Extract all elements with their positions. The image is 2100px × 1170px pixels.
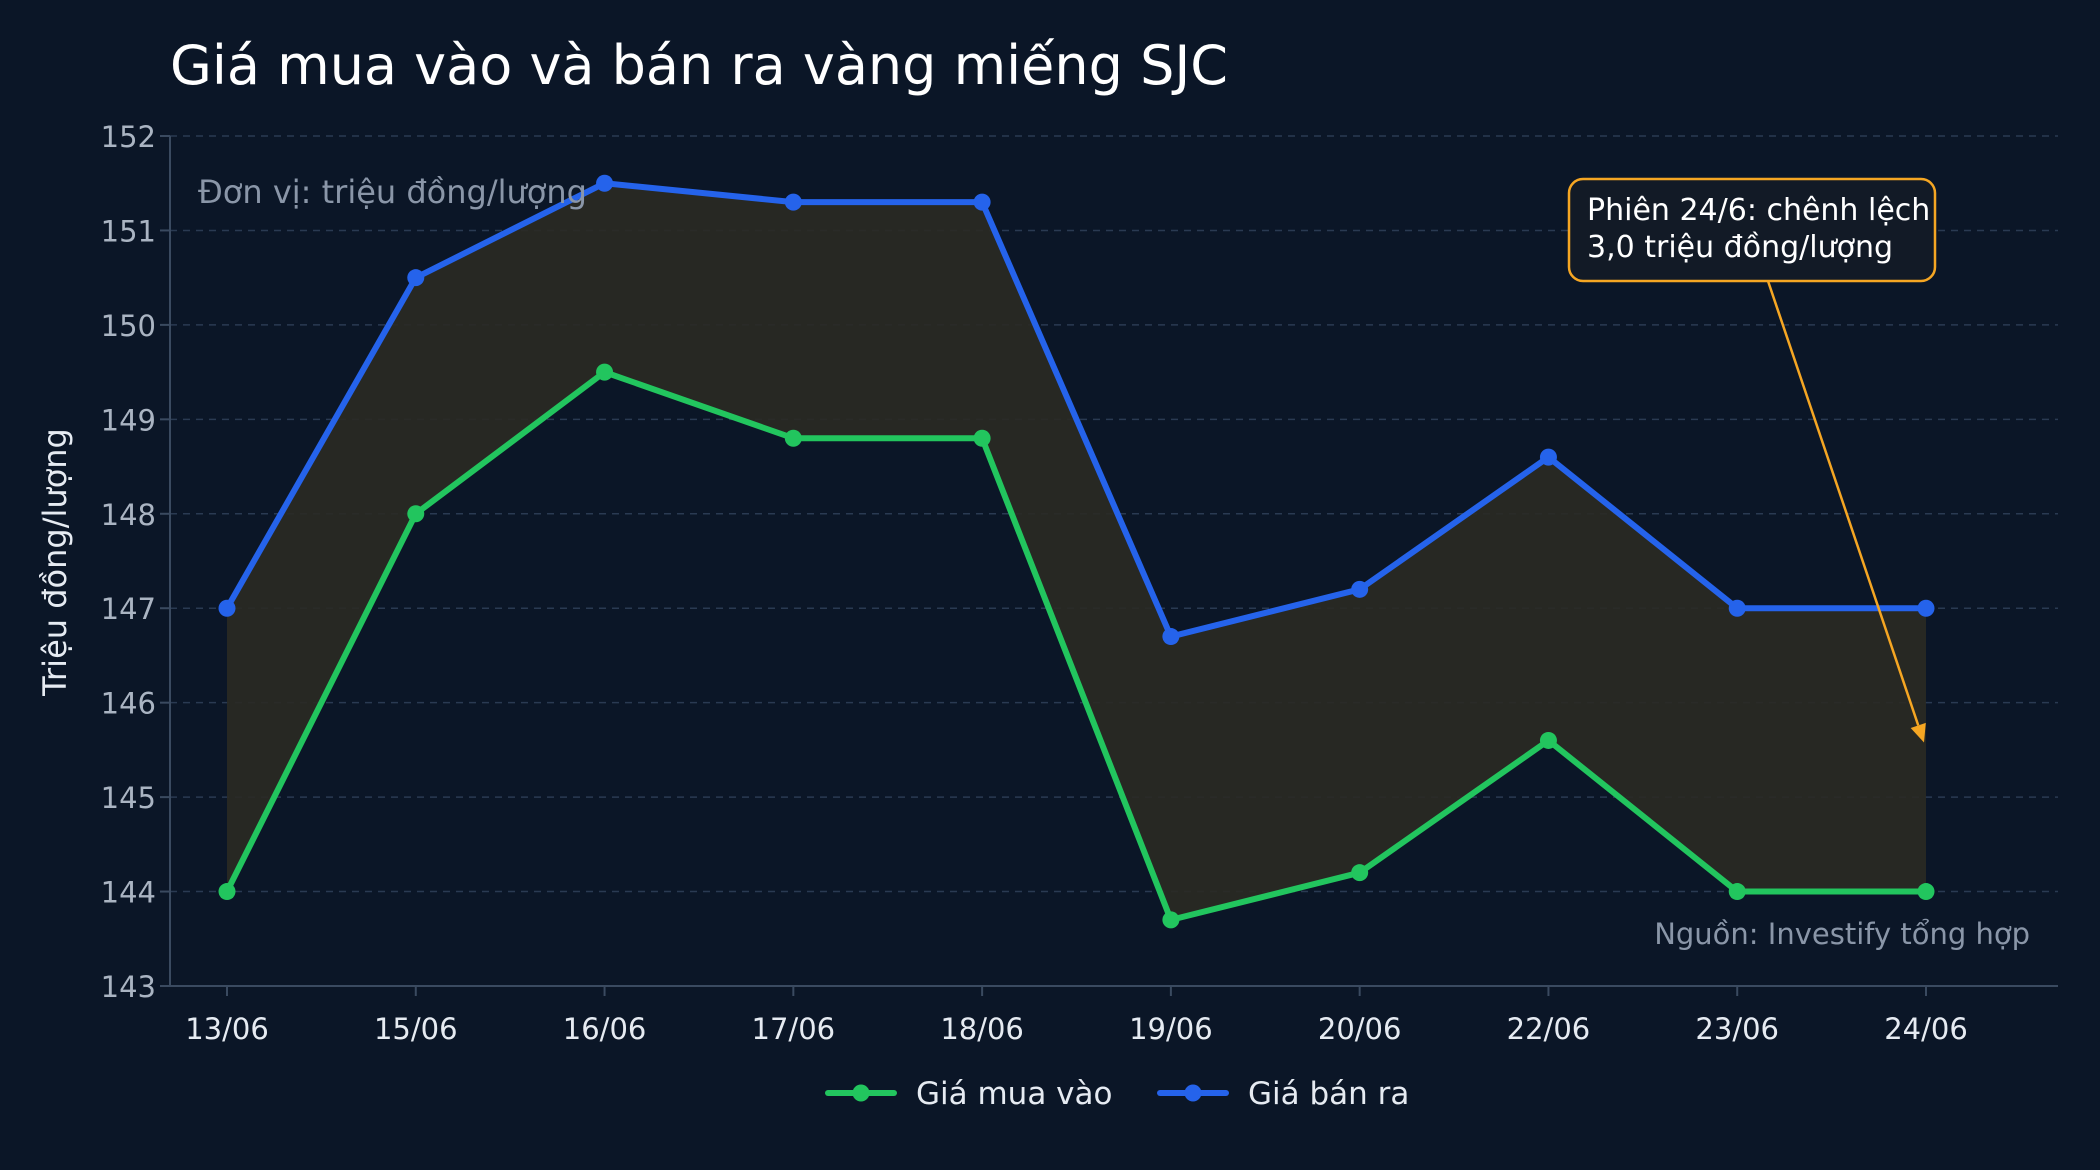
annotation-arrow-head bbox=[1910, 722, 1926, 743]
x-tick-label: 24/06 bbox=[1884, 1012, 1968, 1046]
data-point-buy bbox=[1539, 731, 1557, 749]
y-tick-label: 151 bbox=[101, 214, 156, 248]
data-point-buy bbox=[218, 883, 236, 901]
chart-title: Giá mua vào và bán ra vàng miếng SJC bbox=[170, 34, 1228, 97]
x-tick-label: 22/06 bbox=[1507, 1012, 1591, 1046]
series-line-sell bbox=[224, 180, 1929, 640]
series-line-buy bbox=[224, 369, 1929, 923]
x-tick-label: 19/06 bbox=[1129, 1012, 1213, 1046]
y-tick-label: 144 bbox=[101, 876, 156, 910]
x-tick-label: 13/06 bbox=[185, 1012, 269, 1046]
data-point-buy bbox=[1351, 864, 1369, 882]
data-point-buy bbox=[1728, 883, 1746, 901]
y-tick-label: 143 bbox=[101, 970, 156, 1004]
data-point-buy bbox=[973, 429, 991, 447]
x-tick-label: 18/06 bbox=[940, 1012, 1024, 1046]
y-tick-label: 149 bbox=[101, 403, 156, 437]
y-tick-label: 146 bbox=[101, 687, 156, 721]
data-point-sell bbox=[784, 193, 802, 211]
x-tick-label: 16/06 bbox=[563, 1012, 647, 1046]
x-tick-label: 23/06 bbox=[1695, 1012, 1779, 1046]
data-point-sell bbox=[596, 174, 614, 192]
unit-note: Đơn vị: triệu đồng/lượng bbox=[198, 173, 587, 211]
legend-marker-sell bbox=[1184, 1084, 1202, 1102]
data-point-buy bbox=[596, 363, 614, 381]
x-tick-label: 17/06 bbox=[752, 1012, 836, 1046]
annotation-box bbox=[1567, 177, 1937, 283]
y-tick-label: 145 bbox=[101, 781, 156, 815]
spread-band bbox=[227, 183, 1926, 920]
y-tick-label: 148 bbox=[101, 498, 156, 532]
data-point-sell bbox=[1539, 448, 1557, 466]
source-note: Nguồn: Investify tổng hợp bbox=[1654, 917, 2030, 951]
annotation-text-line: 3,0 triệu đồng/lượng bbox=[1587, 230, 1893, 265]
annotation-text-line: Phiên 24/6: chênh lệch bbox=[1587, 193, 1930, 228]
axis-layer: 143 144 145 146 147 148 149 150 151 152 13/06 15/06… bbox=[101, 120, 2058, 1046]
data-point-sell bbox=[1917, 599, 1935, 617]
data-point-buy bbox=[784, 429, 802, 447]
data-point-buy bbox=[407, 505, 425, 523]
data-point-sell bbox=[1728, 599, 1746, 617]
data-point-sell bbox=[973, 193, 991, 211]
x-tick-label: 20/06 bbox=[1318, 1012, 1402, 1046]
y-tick-label: 152 bbox=[101, 120, 156, 154]
data-point-sell bbox=[407, 269, 425, 287]
x-tick-label: 15/06 bbox=[374, 1012, 458, 1046]
data-point-sell bbox=[1162, 628, 1180, 646]
legend-marker-buy bbox=[852, 1084, 870, 1102]
legend-label-buy: Giá mua vào bbox=[916, 1076, 1113, 1112]
data-point-buy bbox=[1162, 911, 1180, 929]
y-tick-label: 147 bbox=[101, 592, 156, 626]
y-tick-label: 150 bbox=[101, 309, 156, 343]
y-axis-label: Triệu đồng/lượng bbox=[36, 428, 74, 697]
series-layer bbox=[218, 174, 1935, 929]
data-point-buy bbox=[1917, 883, 1935, 901]
legend-label-sell: Giá bán ra bbox=[1248, 1076, 1409, 1112]
spread-band-layer bbox=[227, 183, 1926, 920]
data-point-sell bbox=[1351, 580, 1369, 598]
annotation-arrow-line bbox=[1766, 280, 1920, 726]
legend: Giá mua vào Giá bán ra bbox=[825, 1076, 1409, 1112]
data-point-sell bbox=[218, 599, 236, 617]
